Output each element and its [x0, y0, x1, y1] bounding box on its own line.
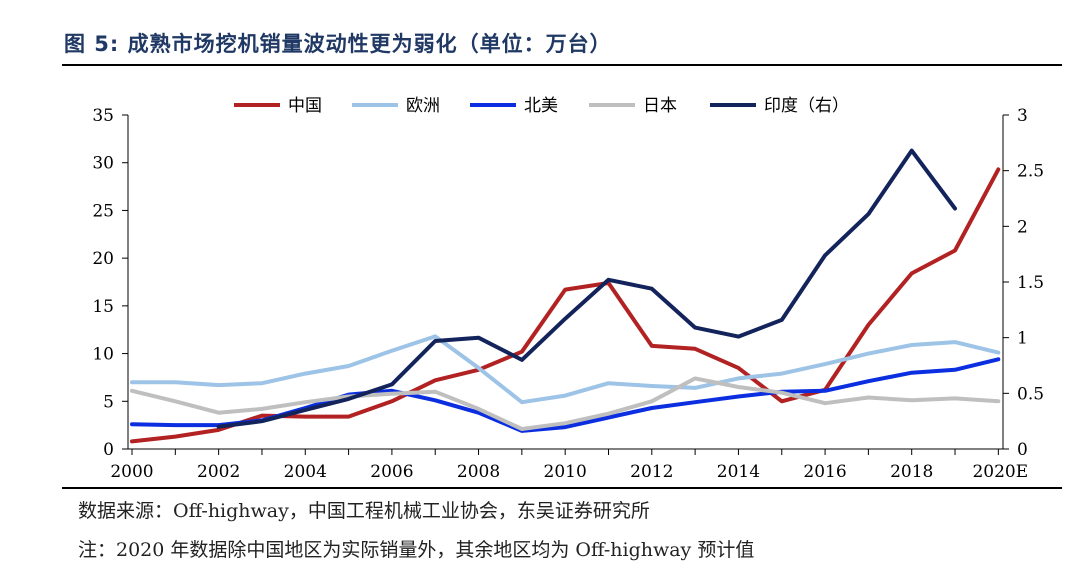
x-tick-label: 2018 — [890, 462, 933, 482]
series-line-1 — [130, 334, 1001, 405]
y-right-tick-label: 3 — [1017, 106, 1028, 126]
y-left-tick-label: 35 — [92, 106, 114, 126]
legend-label: 北美 — [524, 96, 558, 116]
y-right-tick-label: 1.5 — [1017, 273, 1044, 293]
x-tick-label: 2012 — [630, 462, 673, 482]
y-left-tick-label: 0 — [103, 440, 114, 460]
legend-label: 欧洲 — [406, 96, 440, 116]
y-left-tick-label: 15 — [92, 297, 114, 317]
legend-label: 印度（右） — [764, 96, 849, 116]
source-note: 数据来源：Off-highway，中国工程机械工业协会，东吴证券研究所 — [78, 500, 650, 522]
y-right-tick-label: 1 — [1017, 329, 1028, 349]
x-tick-label: 2020E — [972, 462, 1028, 482]
top-rule — [62, 64, 1062, 66]
x-tick-label: 2006 — [370, 462, 413, 482]
x-tick-label: 2014 — [717, 462, 760, 482]
y-left-tick-label: 20 — [92, 249, 114, 269]
x-tick-label: 2002 — [197, 462, 240, 482]
x-tick-label: 2000 — [110, 462, 153, 482]
y-left-tick-label: 5 — [103, 392, 114, 412]
page-title: 图 5: 成熟市场挖机销量波动性更为弱化（单位：万台） — [64, 32, 612, 56]
y-left-tick-label: 25 — [92, 201, 114, 221]
series-line-0 — [130, 167, 1001, 444]
y-left-tick-label: 10 — [92, 345, 114, 365]
footnote: 注：2020 年数据除中国地区为实际销量外，其余地区均为 Off-highway… — [78, 539, 755, 561]
y-right-tick-label: 2 — [1017, 217, 1028, 237]
y-left-tick-label: 30 — [92, 154, 114, 174]
series-line-4 — [216, 148, 957, 429]
y-right-tick-label: 0 — [1017, 440, 1028, 460]
x-tick-label: 2010 — [544, 462, 587, 482]
legend-label: 日本 — [643, 96, 677, 116]
x-tick-label: 2004 — [284, 462, 327, 482]
y-right-tick-label: 0.5 — [1017, 384, 1044, 404]
x-tick-label: 2016 — [803, 462, 846, 482]
legend-label: 中国 — [288, 96, 322, 116]
bottom-rule — [62, 487, 1062, 489]
y-right-tick-label: 2.5 — [1017, 162, 1044, 182]
x-tick-label: 2008 — [457, 462, 500, 482]
